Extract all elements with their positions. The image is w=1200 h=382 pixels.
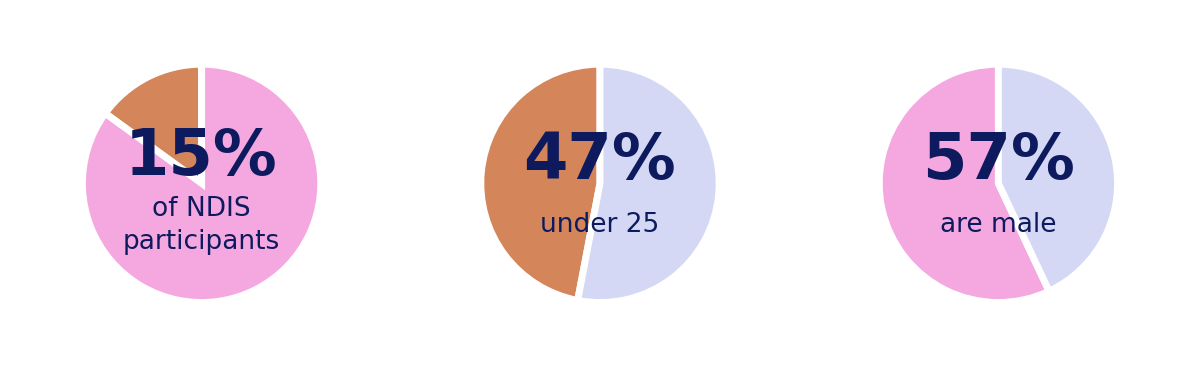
Wedge shape [880,64,1049,303]
Text: are male: are male [940,212,1057,238]
Wedge shape [998,64,1117,291]
Text: under 25: under 25 [540,212,660,238]
Text: 57%: 57% [922,130,1075,192]
Text: 15%: 15% [125,126,278,188]
Wedge shape [481,64,600,300]
Text: 47%: 47% [523,130,677,192]
Wedge shape [577,64,719,303]
Wedge shape [83,64,320,303]
Wedge shape [106,64,202,183]
Text: of NDIS
participants: of NDIS participants [122,196,281,254]
